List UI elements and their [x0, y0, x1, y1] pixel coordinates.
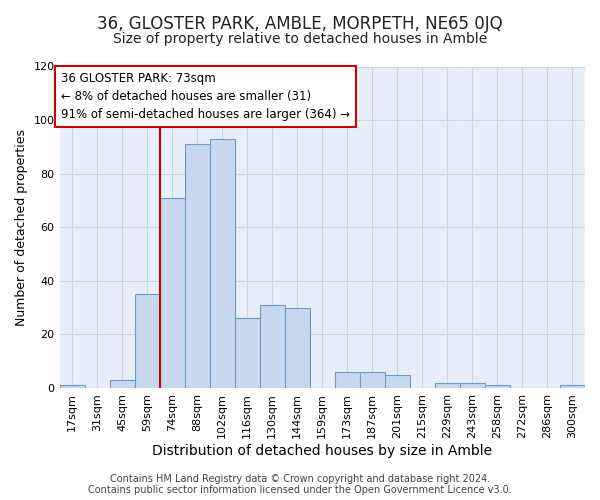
- Bar: [335, 372, 360, 388]
- Text: Contains public sector information licensed under the Open Government Licence v3: Contains public sector information licen…: [88, 485, 512, 495]
- Text: 36, GLOSTER PARK, AMBLE, MORPETH, NE65 0JQ: 36, GLOSTER PARK, AMBLE, MORPETH, NE65 0…: [97, 15, 503, 33]
- Text: 36 GLOSTER PARK: 73sqm
← 8% of detached houses are smaller (31)
91% of semi-deta: 36 GLOSTER PARK: 73sqm ← 8% of detached …: [61, 72, 350, 121]
- Bar: [360, 372, 385, 388]
- Bar: [185, 144, 209, 388]
- Y-axis label: Number of detached properties: Number of detached properties: [15, 128, 28, 326]
- Bar: [560, 386, 585, 388]
- X-axis label: Distribution of detached houses by size in Amble: Distribution of detached houses by size …: [152, 444, 493, 458]
- Bar: [285, 308, 310, 388]
- Bar: [385, 374, 410, 388]
- Bar: [110, 380, 134, 388]
- Bar: [235, 318, 260, 388]
- Bar: [209, 139, 235, 388]
- Text: Size of property relative to detached houses in Amble: Size of property relative to detached ho…: [113, 32, 487, 46]
- Bar: [435, 382, 460, 388]
- Bar: [134, 294, 160, 388]
- Bar: [260, 305, 285, 388]
- Text: Contains HM Land Registry data © Crown copyright and database right 2024.: Contains HM Land Registry data © Crown c…: [110, 474, 490, 484]
- Bar: [160, 198, 185, 388]
- Bar: [460, 382, 485, 388]
- Bar: [59, 386, 85, 388]
- Bar: [485, 386, 510, 388]
